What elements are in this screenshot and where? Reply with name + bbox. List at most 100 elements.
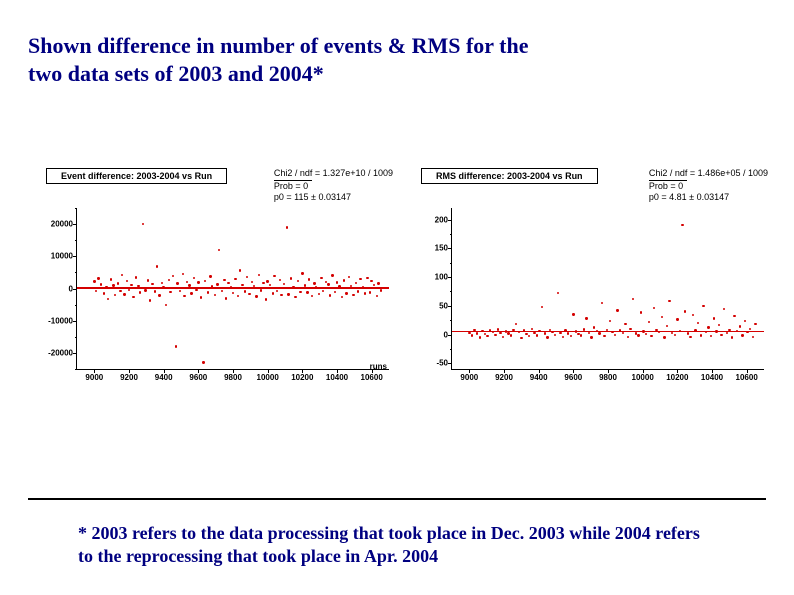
data-point [380, 289, 382, 291]
data-point [175, 345, 177, 347]
data-point [370, 280, 372, 282]
data-point [681, 224, 683, 226]
data-point [541, 306, 543, 308]
data-point [536, 334, 538, 336]
data-point [593, 326, 595, 328]
data-point [154, 290, 156, 292]
data-point [676, 318, 678, 320]
data-point [515, 323, 517, 325]
data-point [720, 334, 722, 336]
data-point [266, 280, 268, 282]
data-point [700, 334, 702, 336]
data-point [255, 295, 257, 297]
data-point [97, 277, 99, 279]
data-point [318, 293, 320, 295]
plot-area-right: -500501001502009000920094009600980010000… [451, 208, 764, 370]
data-point [728, 329, 730, 331]
data-point [645, 333, 647, 335]
data-point [528, 335, 530, 337]
data-point [190, 292, 192, 294]
data-point [697, 322, 699, 324]
data-point [132, 296, 134, 298]
data-point [329, 294, 331, 296]
panel-event-difference: Event difference: 2003-2004 vs Run Chi2 … [28, 168, 393, 398]
data-point [746, 331, 748, 333]
data-point [637, 334, 639, 336]
data-point [650, 335, 652, 337]
data-point [622, 332, 624, 334]
data-point [209, 275, 211, 277]
data-point [304, 284, 306, 286]
data-point [373, 284, 375, 286]
data-point [544, 332, 546, 334]
data-point [357, 290, 359, 292]
data-point [341, 296, 343, 298]
data-point [239, 269, 241, 271]
data-point [520, 337, 522, 339]
data-point [369, 291, 371, 293]
panel-rms-difference: RMS difference: 2003-2004 vs Run Chi2 / … [403, 168, 768, 398]
data-point [671, 332, 673, 334]
data-point [661, 316, 663, 318]
data-point [583, 328, 585, 330]
data-point [723, 308, 725, 310]
y-tick-label: -20000 [33, 348, 77, 357]
data-point [497, 328, 499, 330]
data-point [523, 329, 525, 331]
data-point [227, 282, 229, 284]
data-point [117, 282, 119, 284]
y-tick-label: 0 [408, 330, 452, 339]
data-point [744, 320, 746, 322]
data-point [214, 294, 216, 296]
data-point [234, 278, 236, 280]
plot-area-left: runs -20000-1000001000020000900092009400… [76, 208, 389, 370]
data-point [287, 293, 289, 295]
data-point [559, 332, 561, 334]
data-point [702, 305, 704, 307]
stat-p0-value: = 4.81 ± 0.03147 [661, 192, 729, 202]
data-point [135, 276, 137, 278]
data-point [726, 332, 728, 334]
data-point [713, 317, 715, 319]
data-point [322, 290, 324, 292]
data-point [95, 290, 97, 292]
footnote: * 2003 refers to the data processing tha… [78, 522, 718, 567]
data-point [112, 284, 114, 286]
data-point [546, 336, 548, 338]
data-point [195, 289, 197, 291]
data-point [225, 297, 227, 299]
data-point [510, 334, 512, 336]
data-point [297, 280, 299, 282]
data-point [731, 336, 733, 338]
data-point [103, 292, 105, 294]
data-point [355, 282, 357, 284]
data-point [359, 278, 361, 280]
stat-prob-value: = 0 [670, 181, 683, 191]
fit-line [77, 287, 389, 289]
data-point [265, 298, 267, 300]
stat-box: Chi2 / ndf = 1.486e+05 / 1009 Prob = 0 p… [645, 168, 768, 204]
data-point [619, 329, 621, 331]
data-point [168, 279, 170, 281]
data-point [320, 277, 322, 279]
data-point [364, 292, 366, 294]
data-point [221, 290, 223, 292]
data-point [237, 295, 239, 297]
data-point [512, 329, 514, 331]
data-point [269, 284, 271, 286]
stat-chi2-value: = 1.486e+05 / 1009 [690, 168, 768, 178]
y-tick-label: 10000 [33, 252, 77, 261]
data-point [306, 291, 308, 293]
data-point [476, 332, 478, 334]
data-point [471, 334, 473, 336]
panel-title: Event difference: 2003-2004 vs Run [46, 168, 227, 184]
data-point [653, 307, 655, 309]
data-point [689, 336, 691, 338]
data-point [223, 279, 225, 281]
stat-prob-label: Prob [649, 181, 668, 191]
data-point [663, 336, 665, 338]
data-point [733, 315, 735, 317]
y-tick-label: 200 [408, 215, 452, 224]
data-point [139, 291, 141, 293]
data-point [502, 336, 504, 338]
